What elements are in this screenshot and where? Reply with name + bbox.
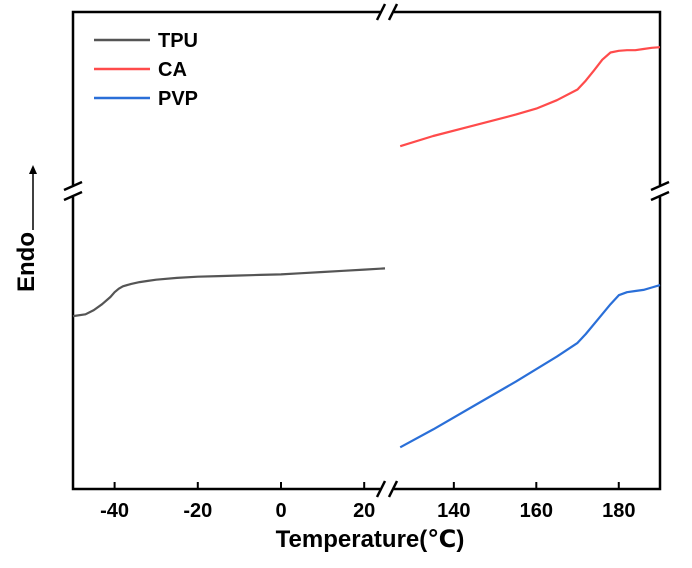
legend-label-pvp: PVP	[158, 88, 198, 110]
marks-layer: -40 -20 0 20 140 160 180 TPU CA PVP	[29, 3, 670, 522]
y-break-slash-b-right	[650, 190, 670, 202]
x-tick-label-right-1: 160	[520, 500, 553, 522]
y-axis-label: Endo	[13, 232, 40, 292]
x-break-slash-a-bottom	[375, 480, 387, 498]
y-break-slash-a-left	[63, 180, 83, 192]
y-break-slash-b-left	[63, 190, 83, 202]
x-tick-label-left-3: 20	[353, 500, 375, 522]
series-line-pvp	[399, 284, 661, 449]
series-line-ca	[399, 46, 661, 148]
x-tick-label-right-2: 180	[602, 500, 635, 522]
legend-label-ca: CA	[158, 59, 187, 81]
legend-label-tpu: TPU	[158, 30, 198, 52]
x-break-gap-top	[380, 8, 394, 16]
x-break-slash-b-bottom	[387, 480, 399, 498]
x-tick-label-left-0: -40	[100, 500, 129, 522]
chart-frame	[71, 10, 662, 491]
endo-arrow-head	[29, 165, 37, 174]
x-tick-label-left-1: -20	[183, 500, 212, 522]
x-break-slash-a-top	[375, 3, 387, 21]
x-break-gap-bottom	[380, 485, 394, 493]
y-break-gap-left	[68, 185, 78, 197]
series-line-tpu	[72, 267, 386, 318]
x-break-slash-b-top	[387, 3, 399, 21]
y-break-gap-right	[655, 185, 665, 197]
x-axis-label: Temperature(℃)	[276, 526, 465, 553]
x-tick-label-right-0: 140	[437, 500, 470, 522]
y-break-slash-a-right	[650, 180, 670, 192]
x-tick-label-left-2: 0	[275, 500, 286, 522]
